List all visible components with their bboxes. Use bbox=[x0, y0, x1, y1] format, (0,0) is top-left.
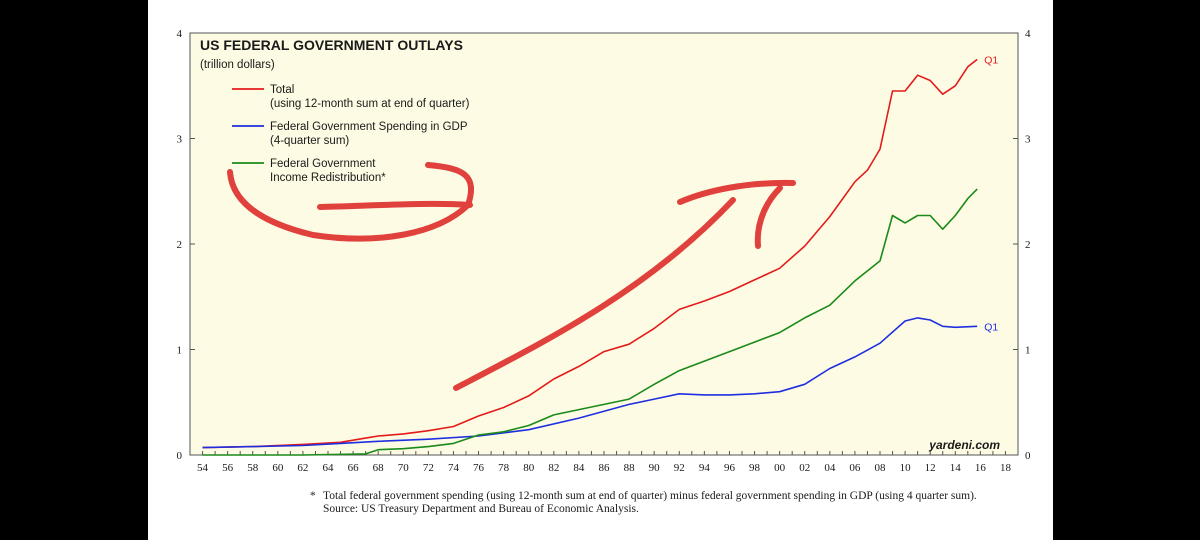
x-tick-label: 68 bbox=[373, 462, 385, 474]
x-tick-label: 78 bbox=[498, 462, 510, 474]
legend-sublabel-1: (4-quarter sum) bbox=[270, 135, 349, 147]
legend-label-0: Total bbox=[270, 84, 294, 96]
x-tick-label: 56 bbox=[222, 462, 234, 474]
chart-svg: US FEDERAL GOVERNMENT OUTLAYS (trillion … bbox=[148, 0, 1053, 540]
x-tick-label: 54 bbox=[197, 462, 209, 474]
legend-sublabel-0: (using 12-month sum at end of quarter) bbox=[270, 98, 470, 110]
plot-area bbox=[190, 33, 1018, 455]
chart-paper: US FEDERAL GOVERNMENT OUTLAYS (trillion … bbox=[148, 0, 1053, 540]
source-text: Source: US Treasury Department and Burea… bbox=[323, 503, 1183, 516]
chart-subtitle: (trillion dollars) bbox=[200, 59, 275, 71]
x-tick-label: 98 bbox=[749, 462, 761, 474]
footnote-block: * Total federal government spending (usi… bbox=[323, 490, 1183, 516]
source-watermark: yardeni.com bbox=[928, 438, 1000, 452]
x-tick-label: 04 bbox=[824, 462, 836, 474]
series-end-label-0: Q1 bbox=[984, 54, 998, 66]
chart-title: US FEDERAL GOVERNMENT OUTLAYS bbox=[200, 37, 463, 53]
x-tick-label: 64 bbox=[323, 462, 335, 474]
footnote-star: * bbox=[310, 490, 316, 503]
x-tick-label: 86 bbox=[599, 462, 611, 474]
x-tick-label: 66 bbox=[348, 462, 360, 474]
series-end-label-1: Q1 bbox=[984, 321, 998, 333]
x-tick-label: 62 bbox=[297, 462, 308, 474]
footnote-text: Total federal government spending (using… bbox=[323, 490, 1183, 503]
x-tick-label: 18 bbox=[1000, 462, 1012, 474]
x-tick-label: 96 bbox=[724, 462, 736, 474]
x-tick-label: 92 bbox=[674, 462, 685, 474]
x-tick-label: 90 bbox=[649, 462, 661, 474]
y-tick-label-left: 2 bbox=[177, 239, 183, 251]
y-tick-label-left: 3 bbox=[177, 134, 183, 146]
legend-label-1: Federal Government Spending in GDP bbox=[270, 121, 468, 133]
x-tick-label: 06 bbox=[849, 462, 861, 474]
x-tick-label: 88 bbox=[624, 462, 636, 474]
x-tick-label: 80 bbox=[523, 462, 535, 474]
x-tick-label: 16 bbox=[975, 462, 987, 474]
annotation-underline-stroke bbox=[320, 204, 470, 207]
x-tick-label: 02 bbox=[799, 462, 810, 474]
y-tick-label-right: 0 bbox=[1025, 450, 1031, 462]
x-tick-label: 70 bbox=[398, 462, 410, 474]
y-tick-label-right: 4 bbox=[1025, 28, 1031, 40]
x-tick-label: 76 bbox=[473, 462, 485, 474]
y-tick-label-left: 4 bbox=[177, 28, 183, 40]
x-tick-label: 82 bbox=[548, 462, 559, 474]
legend-sublabel-2: Income Redistribution* bbox=[270, 172, 386, 184]
legend-label-2: Federal Government bbox=[270, 158, 376, 170]
x-tick-label: 94 bbox=[699, 462, 711, 474]
x-tick-label: 58 bbox=[247, 462, 259, 474]
y-tick-label-right: 1 bbox=[1025, 345, 1031, 357]
y-tick-label-right: 3 bbox=[1025, 134, 1031, 146]
x-tick-label: 72 bbox=[423, 462, 434, 474]
x-tick-label: 84 bbox=[573, 462, 585, 474]
x-tick-label: 12 bbox=[925, 462, 936, 474]
x-tick-label: 00 bbox=[774, 462, 786, 474]
x-tick-label: 60 bbox=[272, 462, 284, 474]
x-tick-label: 08 bbox=[875, 462, 887, 474]
y-tick-label-right: 2 bbox=[1025, 239, 1031, 251]
x-tick-label: 14 bbox=[950, 462, 962, 474]
x-tick-label: 74 bbox=[448, 462, 460, 474]
x-tick-label: 10 bbox=[900, 462, 912, 474]
y-tick-label-left: 0 bbox=[177, 450, 183, 462]
y-tick-label-left: 1 bbox=[177, 345, 183, 357]
